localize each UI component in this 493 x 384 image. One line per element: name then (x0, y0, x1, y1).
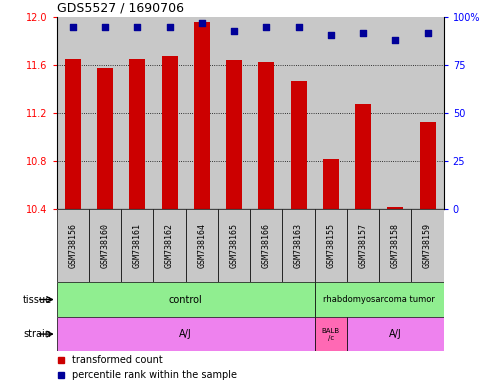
Bar (153, 17, 186, 209)
Text: percentile rank within the sample: percentile rank within the sample (72, 370, 237, 380)
Text: A/J: A/J (179, 329, 192, 339)
Bar (258, 62, 275, 209)
Bar (89, 209, 121, 282)
Bar (379, 17, 412, 209)
Text: rhabdomyosarcoma tumor: rhabdomyosarcoma tumor (323, 295, 435, 304)
Bar (347, 209, 379, 282)
Point (359, 30, 367, 36)
Bar (315, 317, 347, 351)
Bar (250, 17, 282, 209)
Bar (129, 59, 145, 209)
Point (198, 20, 206, 26)
Bar (412, 17, 444, 209)
Bar (387, 207, 403, 209)
Text: A/J: A/J (389, 329, 402, 339)
Bar (315, 209, 347, 282)
Text: GSM738157: GSM738157 (358, 223, 368, 268)
Bar (218, 209, 250, 282)
Bar (323, 159, 339, 209)
Point (391, 37, 399, 43)
Bar (121, 209, 153, 282)
Text: GSM738158: GSM738158 (391, 223, 400, 268)
Bar (186, 209, 218, 282)
Point (295, 24, 303, 30)
Bar (218, 17, 250, 209)
Point (327, 31, 335, 38)
Bar (162, 56, 177, 209)
Bar (194, 22, 210, 209)
Bar (347, 17, 379, 209)
Bar (89, 17, 121, 209)
Bar (57, 209, 89, 282)
Point (134, 24, 141, 30)
Bar (57, 17, 89, 209)
Bar (186, 17, 218, 209)
Point (101, 24, 109, 30)
Text: control: control (169, 295, 203, 305)
Text: GDS5527 / 1690706: GDS5527 / 1690706 (57, 2, 184, 15)
Text: transformed count: transformed count (72, 356, 163, 366)
Text: strain: strain (24, 329, 52, 339)
Bar (153, 209, 186, 282)
Bar (282, 209, 315, 282)
Point (423, 30, 431, 36)
Bar (412, 209, 444, 282)
Bar (347, 317, 444, 351)
Text: GSM738164: GSM738164 (197, 223, 207, 268)
Text: BALB
/c: BALB /c (322, 328, 340, 341)
Text: GSM738156: GSM738156 (69, 223, 77, 268)
Bar (57, 282, 315, 317)
Point (262, 24, 270, 30)
Point (230, 28, 238, 34)
Text: GSM738160: GSM738160 (101, 223, 109, 268)
Bar (315, 282, 444, 317)
Bar (290, 81, 307, 209)
Text: GSM738162: GSM738162 (165, 223, 174, 268)
Text: GSM738155: GSM738155 (326, 223, 335, 268)
Bar (226, 60, 242, 209)
Bar (57, 317, 315, 351)
Bar (97, 68, 113, 209)
Point (166, 24, 174, 30)
Bar (355, 104, 371, 209)
Bar (282, 17, 315, 209)
Text: GSM738165: GSM738165 (230, 223, 239, 268)
Bar (250, 209, 282, 282)
Bar (315, 17, 347, 209)
Bar (121, 17, 153, 209)
Text: GSM738159: GSM738159 (423, 223, 432, 268)
Text: GSM738163: GSM738163 (294, 223, 303, 268)
Bar (65, 59, 81, 209)
Bar (379, 209, 412, 282)
Text: GSM738166: GSM738166 (262, 223, 271, 268)
Bar (420, 122, 436, 209)
Point (69, 24, 77, 30)
Text: tissue: tissue (23, 295, 52, 305)
Text: GSM738161: GSM738161 (133, 223, 142, 268)
